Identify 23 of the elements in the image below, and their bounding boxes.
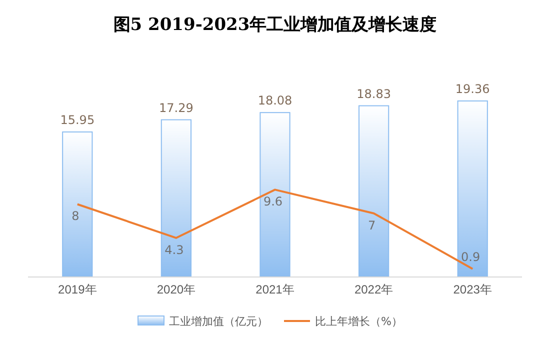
legend-label: 工业增加值（亿元） (169, 315, 268, 328)
bar (260, 112, 290, 278)
data-label: 9.6 (263, 194, 283, 209)
data-label: 8 (72, 209, 80, 224)
x-tick-label: 2022年 (354, 282, 394, 297)
x-tick-label: 2020年 (156, 282, 196, 297)
data-label: 4.3 (164, 242, 184, 257)
bar (457, 100, 488, 278)
x-tick-label: 2021年 (256, 282, 294, 297)
data-label: 0.9 (461, 250, 480, 264)
data-label: 18.08 (258, 94, 292, 108)
data-label: 19.36 (455, 82, 490, 96)
chart-title: 图5 2019-2023年工业增加值及增长速度 (113, 15, 437, 35)
x-tick-label: 2019年 (58, 282, 97, 297)
bar (62, 131, 93, 278)
data-label: 7 (368, 218, 376, 232)
data-label: 18.83 (356, 86, 391, 101)
x-tick-label: 2023年 (453, 282, 492, 297)
bar (358, 105, 390, 278)
data-label: 17.29 (159, 100, 194, 115)
bar (160, 119, 192, 278)
legend-label: 比上年增长（%） (315, 315, 402, 328)
data-label: 15.95 (60, 112, 95, 127)
